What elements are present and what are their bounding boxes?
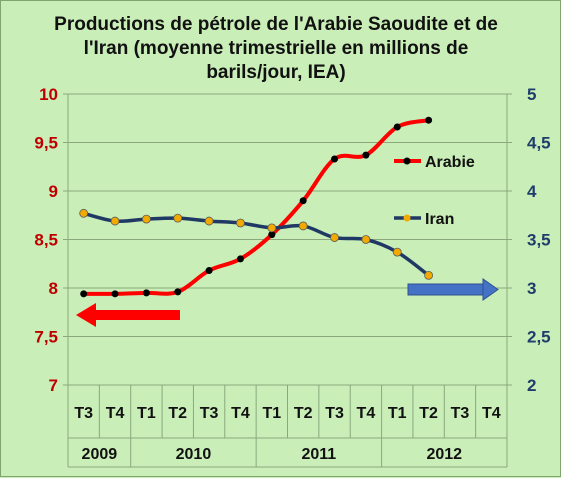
arabie-data-point — [205, 267, 213, 275]
right-y-tick-label: 3 — [527, 279, 536, 298]
right-y-tick-label: 2,5 — [527, 328, 551, 347]
legend-item-arabie: Arabie — [394, 154, 475, 171]
x-tick-label: T4 — [482, 405, 501, 422]
x-tick-label: T4 — [357, 405, 376, 422]
right-y-tick-label: 5 — [527, 85, 536, 104]
series-arabie — [80, 116, 433, 298]
left-y-tick-label: 8 — [49, 279, 58, 298]
x-tick-label: T1 — [388, 405, 407, 422]
series-iran — [79, 208, 434, 280]
x-year-label: 2012 — [426, 446, 462, 463]
data-series — [79, 116, 434, 298]
arabie-data-point — [111, 290, 119, 298]
arabie-data-point — [142, 289, 150, 297]
arabie-data-point — [268, 231, 276, 239]
x-tick-label: T3 — [325, 405, 344, 422]
iran-data-point — [361, 235, 371, 244]
left-axis-arrow-head — [76, 303, 96, 327]
left-y-tick-label: 7,5 — [34, 328, 58, 347]
x-tick-label: T2 — [419, 405, 438, 422]
legend-marker-arabie — [403, 157, 411, 165]
x-tick-label: T4 — [231, 405, 250, 422]
left-y-tick-label: 7 — [49, 376, 58, 395]
iran-data-point — [236, 218, 245, 228]
legend-label-iran: Iran — [425, 211, 454, 228]
right-y-tick-label: 4,5 — [527, 134, 551, 153]
chart-title-line-3: barils/jour, IEA) — [206, 62, 345, 83]
iran-data-point — [173, 213, 183, 223]
right-axis-arrow-body — [407, 283, 486, 296]
right-y-tick-label: 4 — [527, 182, 537, 201]
iran-data-point — [110, 216, 120, 226]
iran-data-point — [392, 247, 402, 257]
iran-data-point — [204, 216, 214, 226]
x-tick-label: T2 — [168, 405, 187, 422]
right-y-tick-label: 2 — [527, 376, 536, 395]
legend-marker-iran — [403, 214, 411, 222]
right-axis-arrow — [407, 278, 499, 301]
x-tick-label: T3 — [451, 405, 470, 422]
x-tick-label: T4 — [106, 405, 125, 422]
iran-data-point — [267, 223, 277, 233]
left-y-tick-label: 8,5 — [34, 231, 58, 250]
left-y-tick-label: 10 — [39, 85, 58, 104]
arabie-data-point — [362, 151, 370, 159]
iran-data-point — [79, 208, 89, 218]
x-axis-table: T3 T4 T1 T2 T3 T4 T1 T2 T3 T4 T1 T2 T3 T4 2009 2010 2011… — [67, 385, 508, 468]
chart-title-line-1: Productions de pétrole de l'Arabie Saoud… — [54, 14, 498, 35]
arabie-data-point — [174, 288, 182, 296]
x-year-label: 2009 — [82, 446, 118, 463]
legend-label-arabie: Arabie — [425, 154, 475, 171]
left-axis-arrow-body — [93, 310, 180, 320]
x-tick-label: T3 — [74, 405, 93, 422]
x-year-label: 2010 — [176, 446, 212, 463]
iran-data-point — [330, 233, 339, 242]
iran-data-point — [424, 270, 434, 280]
arabie-data-point — [80, 290, 88, 298]
left-y-tick-label: 9 — [49, 182, 58, 201]
x-tick-label: T1 — [262, 405, 281, 422]
chart-title-line-2: l'Iran (moyenne trimestrielle en million… — [84, 38, 469, 59]
iran-data-point — [141, 214, 151, 224]
x-year-label: 2011 — [301, 446, 336, 463]
axis-arrows — [76, 278, 499, 327]
arabie-data-point — [331, 155, 339, 163]
arabie-data-point — [236, 255, 244, 263]
arabie-data-point — [299, 197, 307, 205]
arabie-data-point — [393, 123, 401, 131]
left-y-tick-label: 9,5 — [34, 134, 58, 153]
right-axis-arrow-head — [482, 278, 499, 301]
arabie-data-point — [425, 116, 433, 124]
x-tick-label: T1 — [137, 405, 156, 422]
right-y-tick-label: 3,5 — [527, 231, 551, 250]
y-axis-ticks: 7 7,5 8 8,5 9 9,5 10 2 2,5 3 3,5 4 4,5 5 — [34, 85, 550, 395]
iran-data-point — [298, 221, 308, 231]
legend-item-iran: Iran — [394, 211, 454, 228]
left-axis-arrow — [76, 303, 180, 327]
x-tick-label: T2 — [294, 405, 313, 422]
x-tick-label: T3 — [200, 405, 219, 422]
legend: Arabie Iran — [394, 154, 475, 228]
